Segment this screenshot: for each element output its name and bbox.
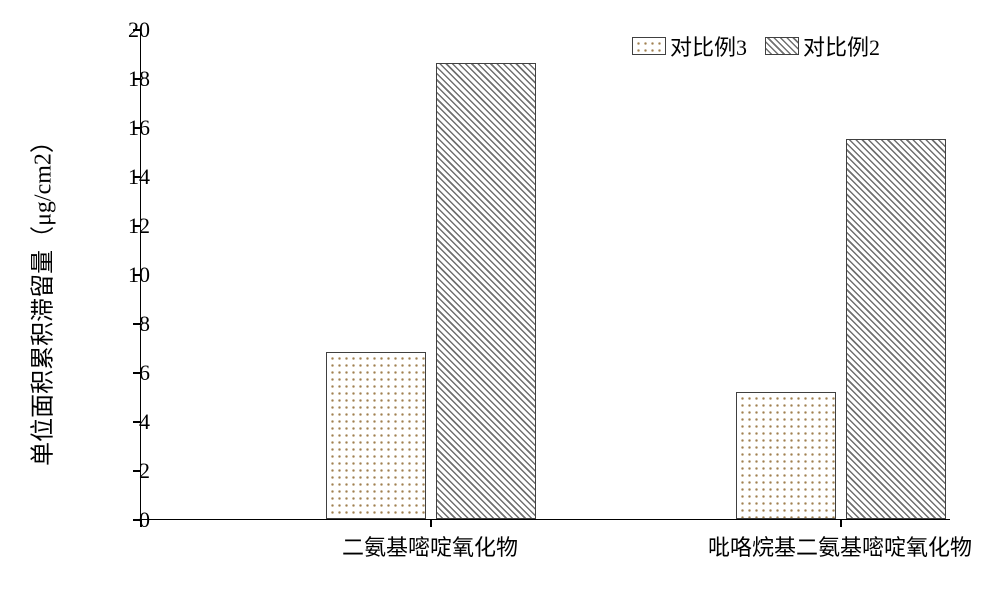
- y-tick-label: 8: [139, 311, 150, 337]
- y-tick-label: 10: [128, 262, 150, 288]
- legend-label-1: 对比例3: [670, 30, 747, 62]
- legend: 对比例3 对比例2: [632, 30, 880, 62]
- bar: [846, 139, 946, 519]
- y-tick-label: 2: [139, 458, 150, 484]
- x-tick: [840, 519, 842, 527]
- y-tick-label: 20: [128, 17, 150, 43]
- y-tick-label: 16: [128, 115, 150, 141]
- y-tick-label: 12: [128, 213, 150, 239]
- legend-item-2: 对比例2: [765, 30, 880, 62]
- x-category-label: 二氨基嘧啶氧化物: [342, 530, 518, 562]
- legend-item-1: 对比例3: [632, 30, 747, 62]
- legend-swatch-dots: [632, 37, 666, 55]
- x-tick: [430, 519, 432, 527]
- chart-container: 单位面积累积滞留量（μg/cm2） 对比例3 对比例2 二氨基嘧啶氧化物吡咯烷基…: [50, 20, 970, 590]
- plot-area: [140, 30, 950, 520]
- legend-label-2: 对比例2: [803, 30, 880, 62]
- y-tick-label: 14: [128, 164, 150, 190]
- y-tick-label: 0: [139, 507, 150, 533]
- y-axis-label: 单位面积累积滞留量（μg/cm2）: [23, 129, 58, 466]
- legend-swatch-hatch: [765, 37, 799, 55]
- y-tick-label: 4: [139, 409, 150, 435]
- bar: [436, 63, 536, 519]
- bar: [326, 352, 426, 519]
- x-category-label: 吡咯烷基二氨基嘧啶氧化物: [708, 530, 972, 562]
- bar: [736, 392, 836, 519]
- y-tick-label: 18: [128, 66, 150, 92]
- y-tick-label: 6: [139, 360, 150, 386]
